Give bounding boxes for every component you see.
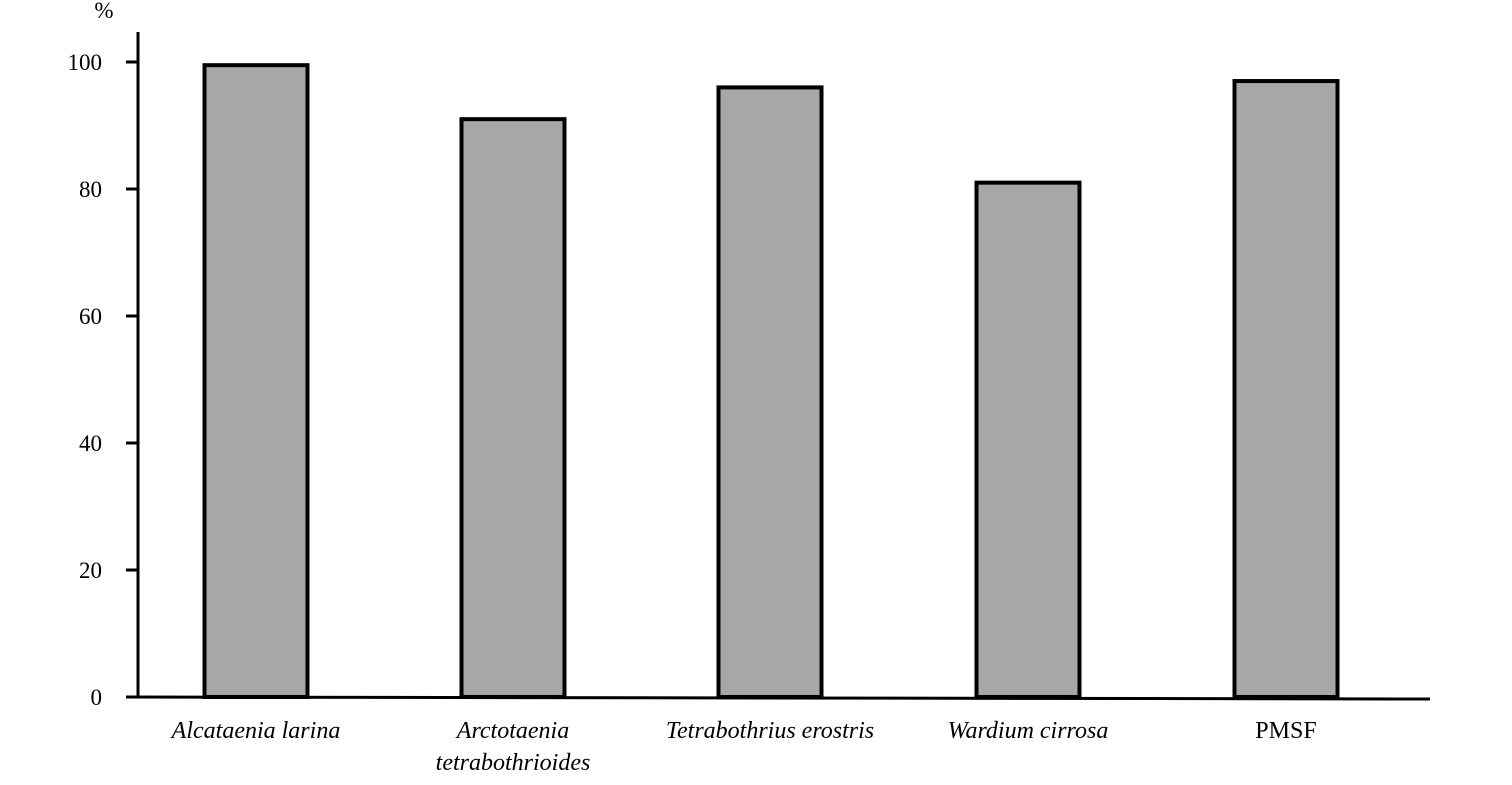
y-tick-label: 100 [68, 50, 103, 75]
y-tick-label: 40 [79, 431, 102, 456]
y-tick-label: 80 [79, 177, 102, 202]
x-category-label: tetrabothrioides [436, 750, 591, 776]
x-category-label: Alcataenia larina [170, 718, 341, 744]
bar [974, 180, 1082, 699]
y-tick-label: 0 [91, 685, 103, 710]
bar [1232, 79, 1340, 700]
labels: % 0 20 40 60 80 100 Alcataenia larina Arctotaeni… [68, 0, 1317, 776]
y-axis-unit-label: % [94, 0, 113, 23]
bar [716, 85, 824, 699]
x-category-label: Wardium cirrosa [948, 718, 1109, 744]
bar [202, 63, 310, 700]
y-tick-label: 20 [79, 558, 102, 583]
bar [459, 117, 567, 699]
y-tick-label: 60 [79, 304, 102, 329]
x-category-label: Arctotaenia [455, 718, 569, 744]
x-category-label: PMSF [1255, 718, 1316, 744]
x-category-label: Tetrabothrius erostris [666, 718, 874, 744]
bars [202, 63, 1340, 700]
